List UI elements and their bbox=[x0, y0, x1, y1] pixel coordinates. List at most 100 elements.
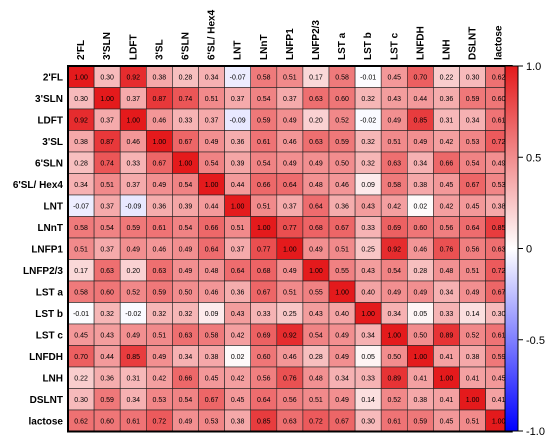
cell-value-label: 0.41 bbox=[466, 375, 480, 382]
cell-value-label: 1.00 bbox=[309, 268, 323, 275]
cell-value-label: 0.31 bbox=[126, 375, 140, 382]
cell-value-label: -0.09 bbox=[125, 203, 141, 210]
cell-value-label: 0.54 bbox=[387, 268, 401, 275]
row-label-lactose: lactose bbox=[29, 416, 64, 427]
cell-value-label: 0.28 bbox=[414, 268, 428, 275]
cell-value-label: 0.60 bbox=[492, 96, 506, 103]
cell-value-label: 0.34 bbox=[179, 354, 193, 361]
cell-value-label: 0.32 bbox=[361, 160, 375, 167]
cell-value-label: 0.52 bbox=[126, 289, 140, 296]
cell-value-label: 0.60 bbox=[414, 225, 428, 232]
cell-value-label: 0.48 bbox=[205, 268, 219, 275]
cell-value-label: -0.02 bbox=[360, 117, 376, 124]
cell-value-label: 0.61 bbox=[257, 139, 271, 146]
cell-value-label: 0.34 bbox=[387, 311, 401, 318]
cell-value-label: 0.33 bbox=[257, 311, 271, 318]
cell-value-label: 0.37 bbox=[283, 96, 297, 103]
cell-value-label: 0.74 bbox=[179, 96, 193, 103]
cell-value-label: 0.46 bbox=[335, 182, 349, 189]
cell-value-label: 0.70 bbox=[414, 74, 428, 81]
cell-value-label: 0.32 bbox=[100, 311, 114, 318]
cell-value-label: 0.67 bbox=[257, 289, 271, 296]
cell-value-label: 0.85 bbox=[492, 225, 506, 232]
cell-value-label: 0.72 bbox=[309, 418, 323, 425]
cell-value-label: 0.66 bbox=[179, 375, 193, 382]
cell-value-label: 0.28 bbox=[179, 74, 193, 81]
column-label-3-sl: 3'SL bbox=[154, 39, 165, 60]
cell-value-label: 0.14 bbox=[466, 311, 480, 318]
cell-value-label: 0.38 bbox=[205, 354, 219, 361]
cell-value-label: 0.05 bbox=[361, 354, 375, 361]
cell-value-label: 0.62 bbox=[74, 418, 88, 425]
cell-value-label: 0.61 bbox=[492, 332, 506, 339]
column-label-ldft: LDFT bbox=[128, 34, 139, 60]
cell-value-label: 0.60 bbox=[100, 289, 114, 296]
cell-value-label: 0.54 bbox=[309, 332, 323, 339]
cell-value-label: 1.00 bbox=[126, 117, 140, 124]
cell-value-label: 0.58 bbox=[257, 74, 271, 81]
colorbar-tick-label: 1.0 bbox=[526, 61, 541, 73]
colorbar-gradient bbox=[504, 65, 519, 432]
cell-value-label: 0.49 bbox=[205, 139, 219, 146]
cell-value-label: 0.49 bbox=[126, 246, 140, 253]
cell-value-label: 0.20 bbox=[309, 117, 323, 124]
cell-value-label: 0.52 bbox=[466, 332, 480, 339]
cell-value-label: 0.59 bbox=[335, 139, 349, 146]
cell-value-label: 0.67 bbox=[335, 225, 349, 232]
cell-value-label: 0.45 bbox=[440, 418, 454, 425]
cell-value-label: 0.87 bbox=[153, 96, 167, 103]
cell-value-label: 0.59 bbox=[153, 289, 167, 296]
cell-value-label: 0.59 bbox=[414, 418, 428, 425]
cell-value-label: 0.34 bbox=[414, 160, 428, 167]
cell-value-label: 0.49 bbox=[126, 332, 140, 339]
cell-value-label: 0.22 bbox=[74, 375, 88, 382]
cell-value-label: 0.42 bbox=[387, 203, 401, 210]
cell-value-label: 0.59 bbox=[100, 397, 114, 404]
cell-value-label: 0.46 bbox=[205, 289, 219, 296]
cell-value-label: 0.37 bbox=[100, 246, 114, 253]
row-label-lnfp2-3: LNFP2/3 bbox=[23, 266, 63, 277]
cell-value-label: 0.38 bbox=[492, 203, 506, 210]
cell-value-label: 0.33 bbox=[179, 117, 193, 124]
cell-value-label: 0.22 bbox=[440, 74, 454, 81]
cell-value-label: 0.59 bbox=[257, 117, 271, 124]
cell-value-label: 0.51 bbox=[466, 268, 480, 275]
cell-value-label: 0.36 bbox=[153, 203, 167, 210]
cell-value-label: 0.49 bbox=[283, 268, 297, 275]
cell-value-label: 0.72 bbox=[153, 418, 167, 425]
cell-value-label: 0.17 bbox=[74, 268, 88, 275]
cell-value-label: 0.76 bbox=[440, 246, 454, 253]
column-label-6-sl-hex4: 6'SL/ Hex4 bbox=[207, 9, 218, 60]
cell-value-label: 0.32 bbox=[361, 139, 375, 146]
cell-value-label: -0.07 bbox=[73, 203, 89, 210]
cell-value-label: 0.45 bbox=[231, 397, 245, 404]
cell-value-label: 0.30 bbox=[100, 74, 114, 81]
cell-value-label: 0.44 bbox=[414, 96, 428, 103]
cell-value-label: 0.52 bbox=[387, 397, 401, 404]
cell-value-label: 0.45 bbox=[387, 74, 401, 81]
cell-value-label: 0.42 bbox=[440, 203, 454, 210]
cell-value-label: 0.43 bbox=[361, 203, 375, 210]
cell-value-label: 0.34 bbox=[440, 289, 454, 296]
row-label-lnfdh: LNFDH bbox=[29, 352, 63, 363]
cell-value-label: 0.69 bbox=[257, 332, 271, 339]
cell-value-label: 0.43 bbox=[231, 311, 245, 318]
cell-value-label: 0.49 bbox=[335, 354, 349, 361]
cell-value-label: 0.43 bbox=[361, 268, 375, 275]
column-label-lnfp2-3: LNFP2/3 bbox=[311, 20, 322, 60]
colorbar: 1.0 0.5 0 -0.5 -1.0 bbox=[504, 61, 545, 438]
cell-value-label: 0.49 bbox=[309, 160, 323, 167]
row-label-lnh: LNH bbox=[42, 373, 63, 384]
cell-value-label: 0.87 bbox=[100, 139, 114, 146]
cell-value-label: 0.68 bbox=[257, 268, 271, 275]
cell-value-label: 0.46 bbox=[414, 246, 428, 253]
cell-value-label: 0.41 bbox=[414, 375, 428, 382]
cell-value-label: 0.41 bbox=[492, 397, 506, 404]
cell-value-label: 0.43 bbox=[100, 332, 114, 339]
cell-value-label: 0.56 bbox=[466, 246, 480, 253]
cell-value-label: 0.50 bbox=[335, 160, 349, 167]
cell-value-label: 0.64 bbox=[257, 397, 271, 404]
cell-value-label: 1.00 bbox=[466, 397, 480, 404]
cell-value-label: 0.53 bbox=[492, 182, 506, 189]
cell-value-label: 0.58 bbox=[205, 332, 219, 339]
